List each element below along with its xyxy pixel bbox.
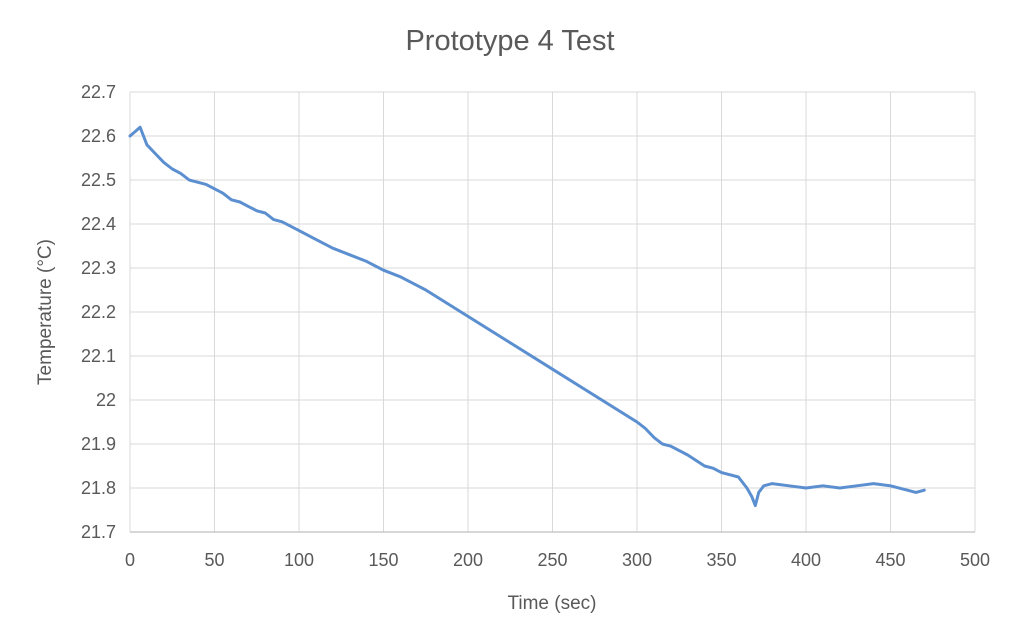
x-tick-label: 100 xyxy=(284,550,314,570)
y-tick-label: 22.2 xyxy=(81,302,116,322)
x-tick-label: 150 xyxy=(368,550,398,570)
x-tick-label: 250 xyxy=(537,550,567,570)
y-tick-label: 22.7 xyxy=(81,82,116,102)
x-tick-label: 0 xyxy=(125,550,135,570)
x-tick-label: 300 xyxy=(622,550,652,570)
x-tick-label: 200 xyxy=(453,550,483,570)
y-tick-label: 22.3 xyxy=(81,258,116,278)
x-tick-label: 450 xyxy=(875,550,905,570)
y-tick-label: 22.5 xyxy=(81,170,116,190)
x-tick-label: 350 xyxy=(706,550,736,570)
y-tick-label: 21.9 xyxy=(81,434,116,454)
y-tick-label: 22.4 xyxy=(81,214,116,234)
x-tick-label: 500 xyxy=(960,550,990,570)
x-axis-ticks: 0 50 100 150 200 250 300 350 400 450 500 xyxy=(125,550,990,570)
temperature-series-line xyxy=(128,125,926,508)
series-layer xyxy=(128,125,926,508)
y-tick-label: 21.8 xyxy=(81,478,116,498)
x-tick-label: 400 xyxy=(791,550,821,570)
y-axis-ticks: 21.7 21.8 21.9 22 22.1 22.2 22.3 22.4 22.5 22.6 22… xyxy=(81,82,116,542)
y-tick-label: 22 xyxy=(96,390,116,410)
gridlines xyxy=(129,91,976,532)
x-tick-label: 50 xyxy=(204,550,224,570)
y-tick-label: 22.6 xyxy=(81,126,116,146)
y-tick-label: 22.1 xyxy=(81,346,116,366)
y-axis-label: Temperature (°C) xyxy=(35,239,56,385)
x-axis-label: Time (sec) xyxy=(507,593,596,614)
chart-title: Prototype 4 Test xyxy=(405,25,614,57)
y-tick-label: 21.7 xyxy=(81,522,116,542)
